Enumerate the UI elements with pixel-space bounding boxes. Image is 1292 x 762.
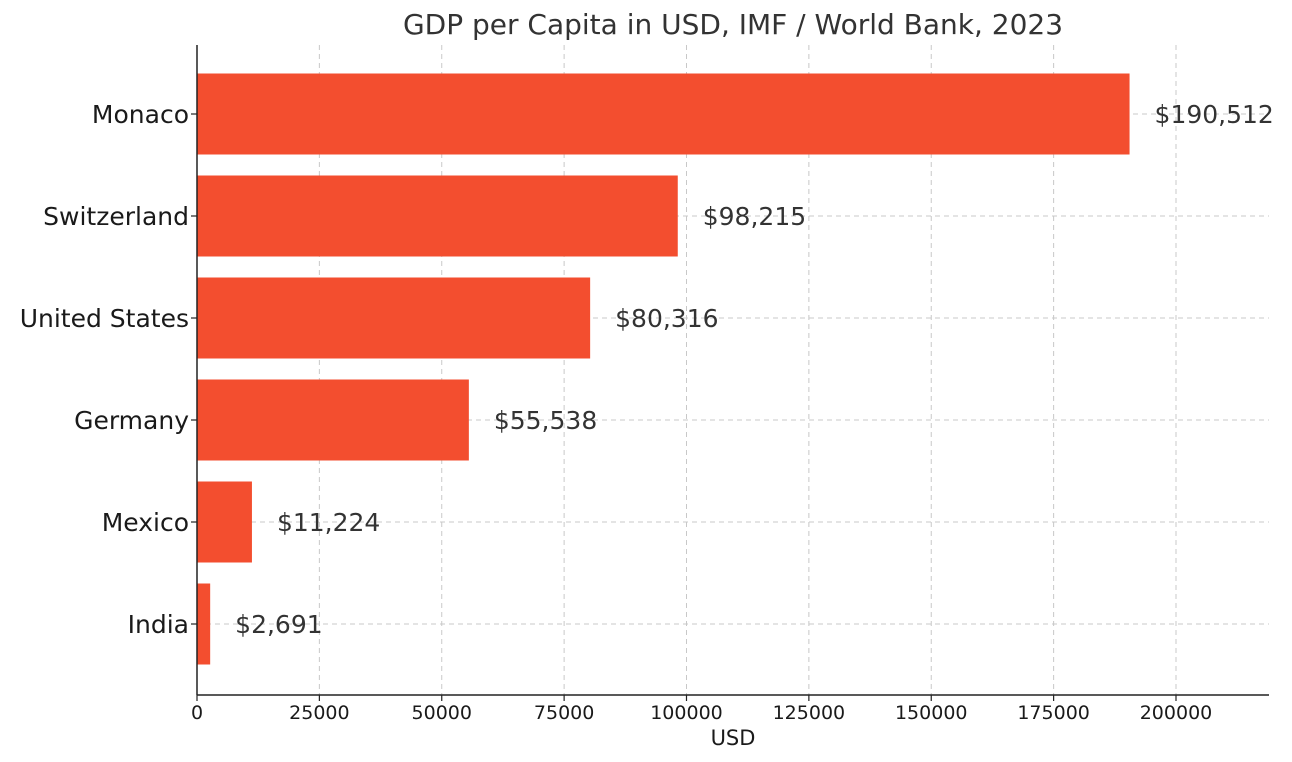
category-label: Germany (74, 406, 189, 435)
x-tick-label: 0 (191, 702, 203, 724)
bar-mexico (197, 481, 252, 563)
category-label: United States (20, 304, 189, 333)
x-axis-label: USD (711, 726, 756, 750)
category-label: Mexico (102, 508, 189, 537)
x-tick-label: 125000 (773, 702, 846, 724)
x-tick-label: 50000 (412, 702, 472, 724)
bar-switzerland (197, 175, 678, 257)
value-label: $98,215 (703, 202, 806, 231)
bar-india (197, 583, 211, 665)
bar-united-states (197, 277, 591, 359)
value-label: $55,538 (494, 406, 597, 435)
category-label: India (128, 610, 189, 639)
bars-layer (197, 73, 1130, 665)
bar-monaco (197, 73, 1130, 155)
bar-germany (197, 379, 469, 461)
labels-layer: Monaco $190,512 Switzerland $98,215 United S… (20, 100, 1274, 724)
value-label: $190,512 (1155, 100, 1274, 129)
x-tick-label: 175000 (1017, 702, 1090, 724)
category-label: Switzerland (43, 202, 189, 231)
x-tick-label: 150000 (895, 702, 968, 724)
x-tick-label: 25000 (289, 702, 349, 724)
value-label: $80,316 (615, 304, 718, 333)
chart-title: GDP per Capita in USD, IMF / World Bank,… (403, 8, 1063, 41)
axes-layer (191, 45, 1269, 701)
value-label: $2,691 (235, 610, 322, 639)
x-tick-label: 75000 (534, 702, 594, 724)
x-tick-label: 200000 (1140, 702, 1213, 724)
value-label: $11,224 (277, 508, 380, 537)
category-label: Monaco (92, 100, 189, 129)
x-tick-label: 100000 (650, 702, 723, 724)
